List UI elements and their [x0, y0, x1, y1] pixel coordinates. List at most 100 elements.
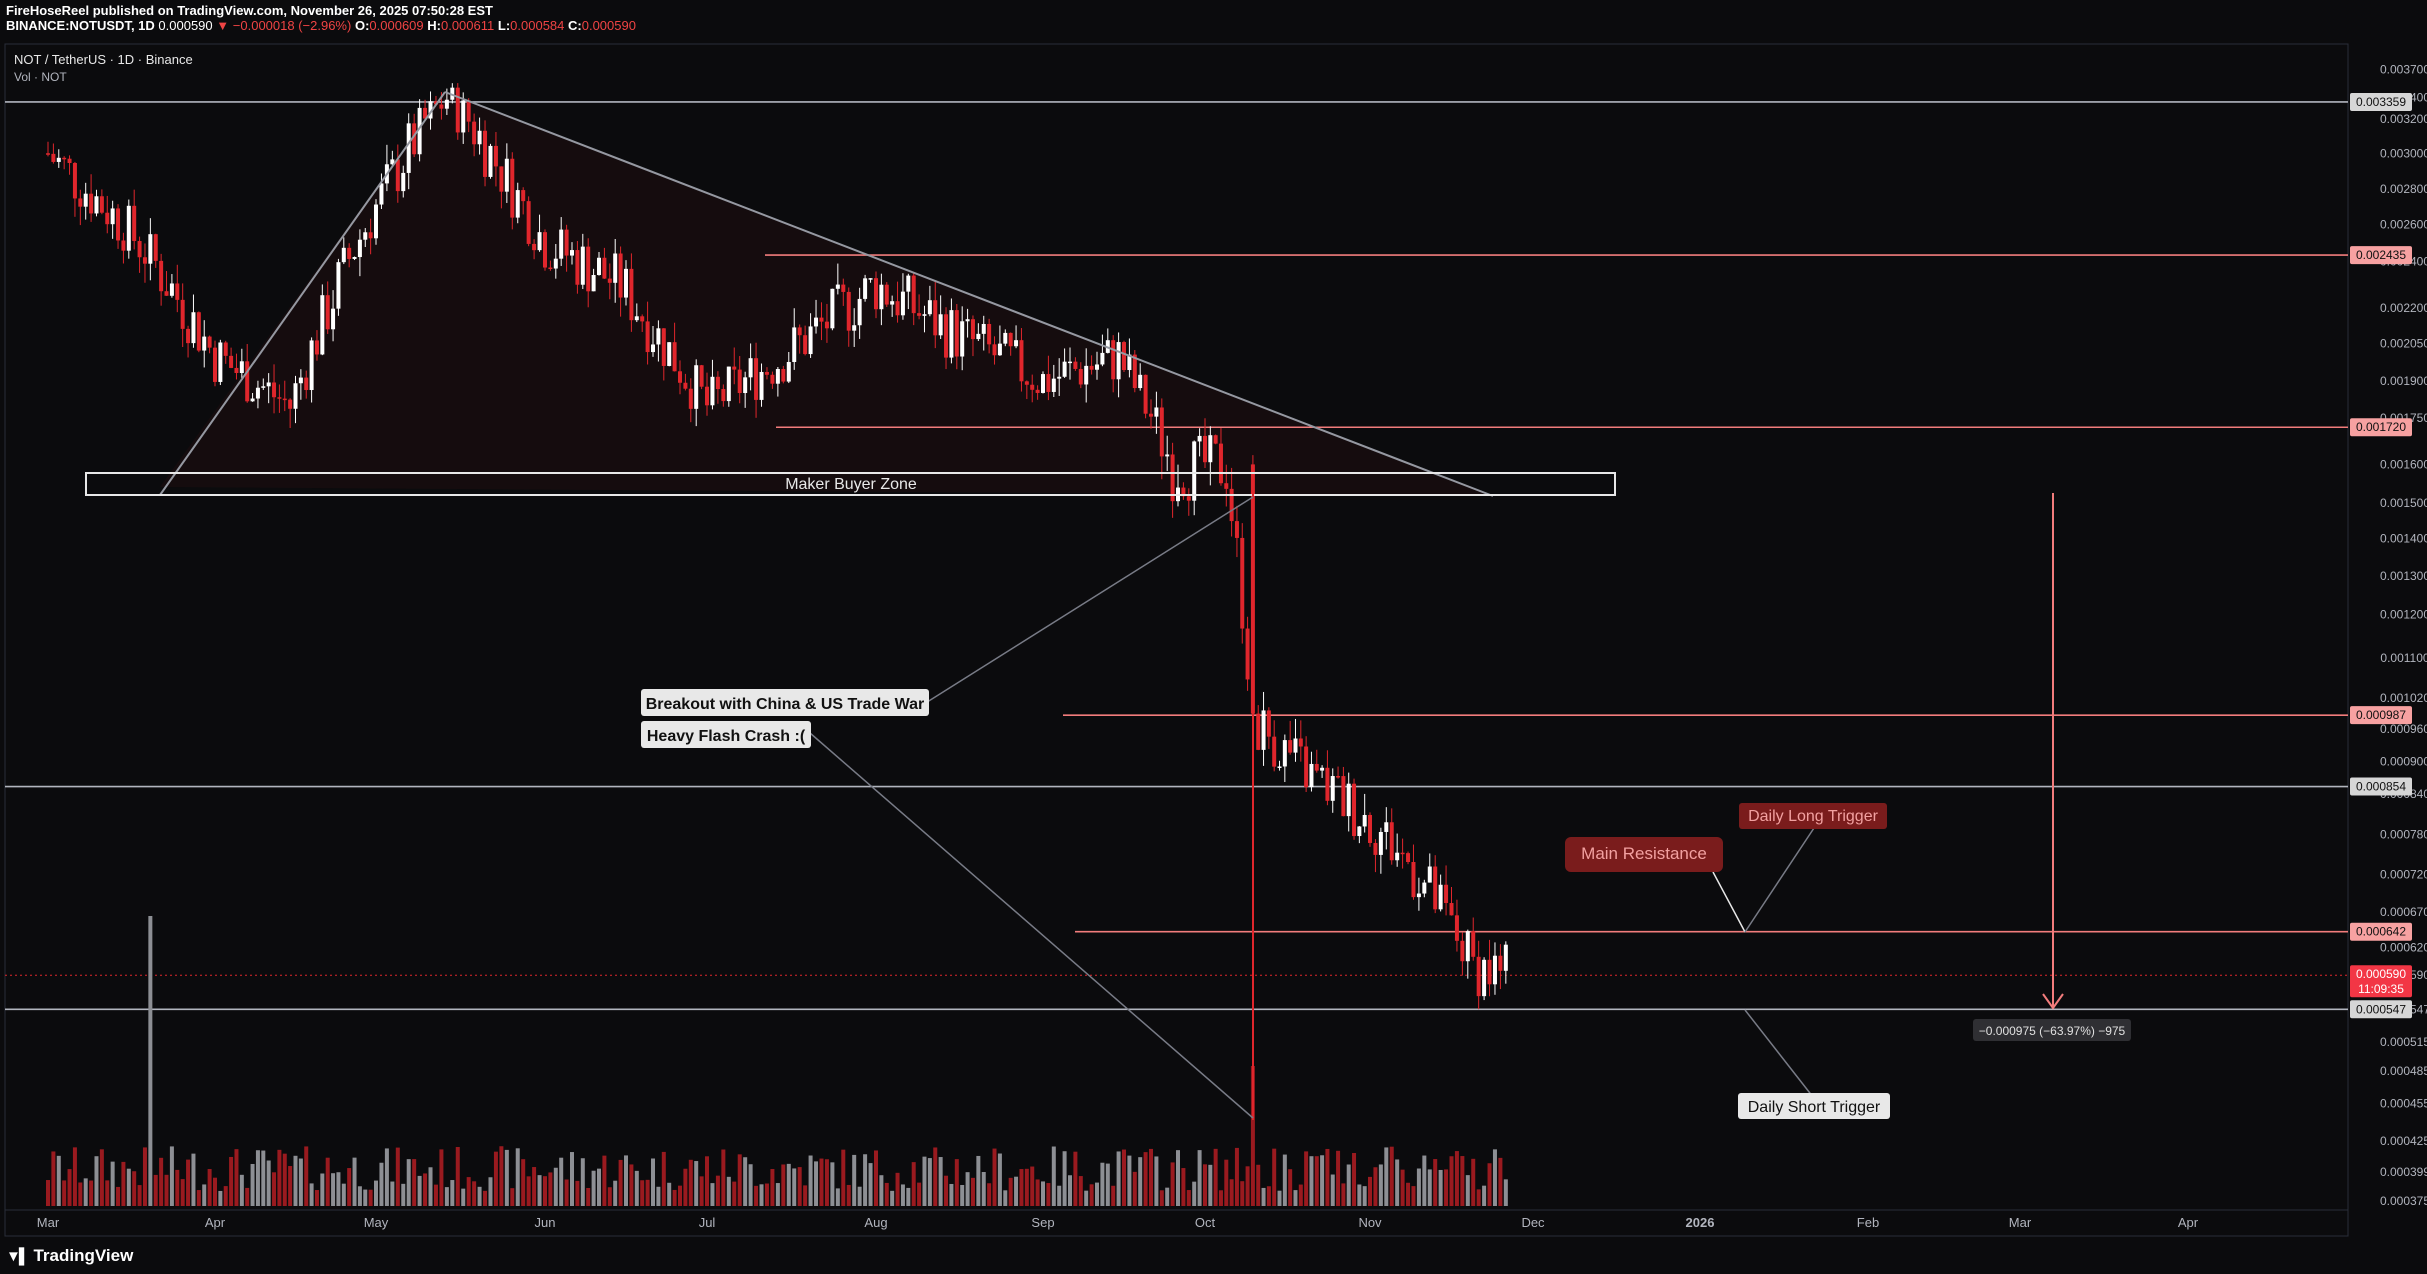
candle-body: [786, 361, 791, 382]
candle-body: [341, 247, 346, 263]
descending-trendline[interactable]: [444, 91, 1494, 497]
volume-bar: [819, 1158, 824, 1206]
candle-body: [532, 243, 537, 251]
candle-body: [1352, 783, 1357, 837]
candle-body: [229, 355, 234, 368]
candle-body: [699, 365, 704, 387]
volume-bar: [357, 1186, 362, 1206]
volume-bar: [1192, 1181, 1197, 1206]
volume-bar: [1293, 1190, 1298, 1206]
y-tick-label: 0.003000: [2380, 146, 2427, 160]
candle-body: [987, 323, 992, 345]
volume-bar: [1062, 1151, 1067, 1206]
uptrend-line[interactable]: [159, 91, 446, 496]
level-tag: [2350, 92, 2412, 111]
flash-crash-label-box[interactable]: [641, 721, 811, 748]
volume-bar: [234, 1149, 239, 1206]
volume-bar: [1438, 1169, 1443, 1206]
volume-bar: [1346, 1164, 1351, 1206]
candle-body: [1256, 713, 1261, 750]
volume-bar: [67, 1169, 72, 1206]
candle-body: [841, 284, 846, 292]
volume-bar: [672, 1189, 677, 1206]
candle-body: [965, 319, 970, 322]
high-value: 0.000611: [440, 18, 495, 33]
volume-bar: [331, 1173, 336, 1206]
candle-body: [1261, 710, 1266, 750]
candle-body: [933, 300, 938, 336]
candle-body: [1465, 931, 1470, 962]
level-tag-label: 0.000854: [2356, 780, 2406, 794]
candle-body: [1208, 435, 1213, 463]
candle-body: [159, 260, 164, 292]
candle-body: [1406, 853, 1411, 862]
candle-body: [374, 204, 378, 239]
close-label: C:: [568, 18, 582, 33]
volume-bar: [401, 1183, 406, 1206]
candle-body: [186, 328, 191, 344]
x-tick-label: Sep: [1031, 1215, 1054, 1230]
tradingview-logo[interactable]: ▼▌ TradingView: [6, 1246, 133, 1266]
candle-body: [580, 246, 585, 285]
candle-body: [992, 344, 997, 356]
volume-bar: [1143, 1152, 1148, 1206]
candle-body: [1062, 361, 1067, 377]
candle-body: [67, 158, 72, 163]
volume-bar: [597, 1168, 601, 1206]
candle-body: [667, 342, 672, 366]
y-tick-label: 0.001200: [2380, 608, 2427, 622]
low-label: L:: [497, 18, 511, 33]
volume-bar: [272, 1172, 277, 1206]
volume-bar: [223, 1186, 228, 1206]
candle-body: [1154, 407, 1159, 417]
long-trigger-label-box[interactable]: [1739, 803, 1887, 829]
current-price-label: 0.000590: [2356, 967, 2406, 981]
volume-bar: [1245, 1166, 1250, 1206]
candle-body: [775, 369, 780, 384]
level-tag-label: 0.002435: [2356, 248, 2406, 262]
candle-body: [1035, 389, 1040, 393]
candle-body: [1132, 354, 1137, 389]
candle-body: [298, 377, 303, 384]
x-tick-label: Mar: [2009, 1215, 2032, 1230]
candle-body: [395, 159, 400, 192]
y-tick-label: 0.003700: [2380, 63, 2427, 77]
volume-bar: [726, 1176, 731, 1206]
volume-bar: [255, 1150, 260, 1206]
y-tick-label: 0.000670: [2380, 905, 2427, 919]
candle-body: [412, 123, 417, 155]
volume-bar: [213, 1177, 217, 1206]
maker-buyer-zone-box[interactable]: [85, 472, 1616, 496]
main-resistance-label-box[interactable]: [1565, 837, 1723, 872]
volume-bar: [1444, 1169, 1449, 1206]
volume-bar: [852, 1154, 857, 1206]
candle-body: [1471, 931, 1476, 957]
volume-bar: [1487, 1163, 1492, 1206]
volume-bar: [137, 1185, 142, 1206]
short-trigger-label-box[interactable]: [1738, 1093, 1890, 1119]
volume-bar: [1357, 1184, 1362, 1206]
level-tag-label: 0.000547: [2356, 1002, 2406, 1016]
candle-body: [911, 275, 916, 314]
volume-bar: [1046, 1183, 1051, 1206]
candle-body: [726, 366, 731, 402]
y-tick-label: 0.001900: [2380, 374, 2427, 388]
candle-body: [1008, 332, 1013, 347]
volume-bar: [613, 1180, 618, 1206]
breakout-label-box[interactable]: [641, 689, 929, 716]
candle-body: [406, 123, 411, 173]
volume-bar: [863, 1154, 868, 1206]
volume-bar: [570, 1152, 574, 1206]
symbol-line: BINANCE:NOTUSDT, 1D 0.000590 ▼ −0.000018…: [6, 18, 636, 33]
candle-body: [1438, 884, 1443, 910]
candle-body: [1336, 776, 1341, 778]
level-tag: [2350, 1000, 2412, 1019]
current-price-tag: [2350, 965, 2412, 998]
candle-body: [1298, 738, 1303, 747]
volume-bar: [884, 1182, 889, 1206]
candle-body: [213, 347, 217, 382]
volume-bar: [770, 1169, 775, 1206]
time-axis[interactable]: Mar Apr May Jun Jul Aug Sep Oct Nov Dec 2026 Feb Mar…: [37, 1215, 2199, 1230]
candle-body: [148, 234, 153, 264]
